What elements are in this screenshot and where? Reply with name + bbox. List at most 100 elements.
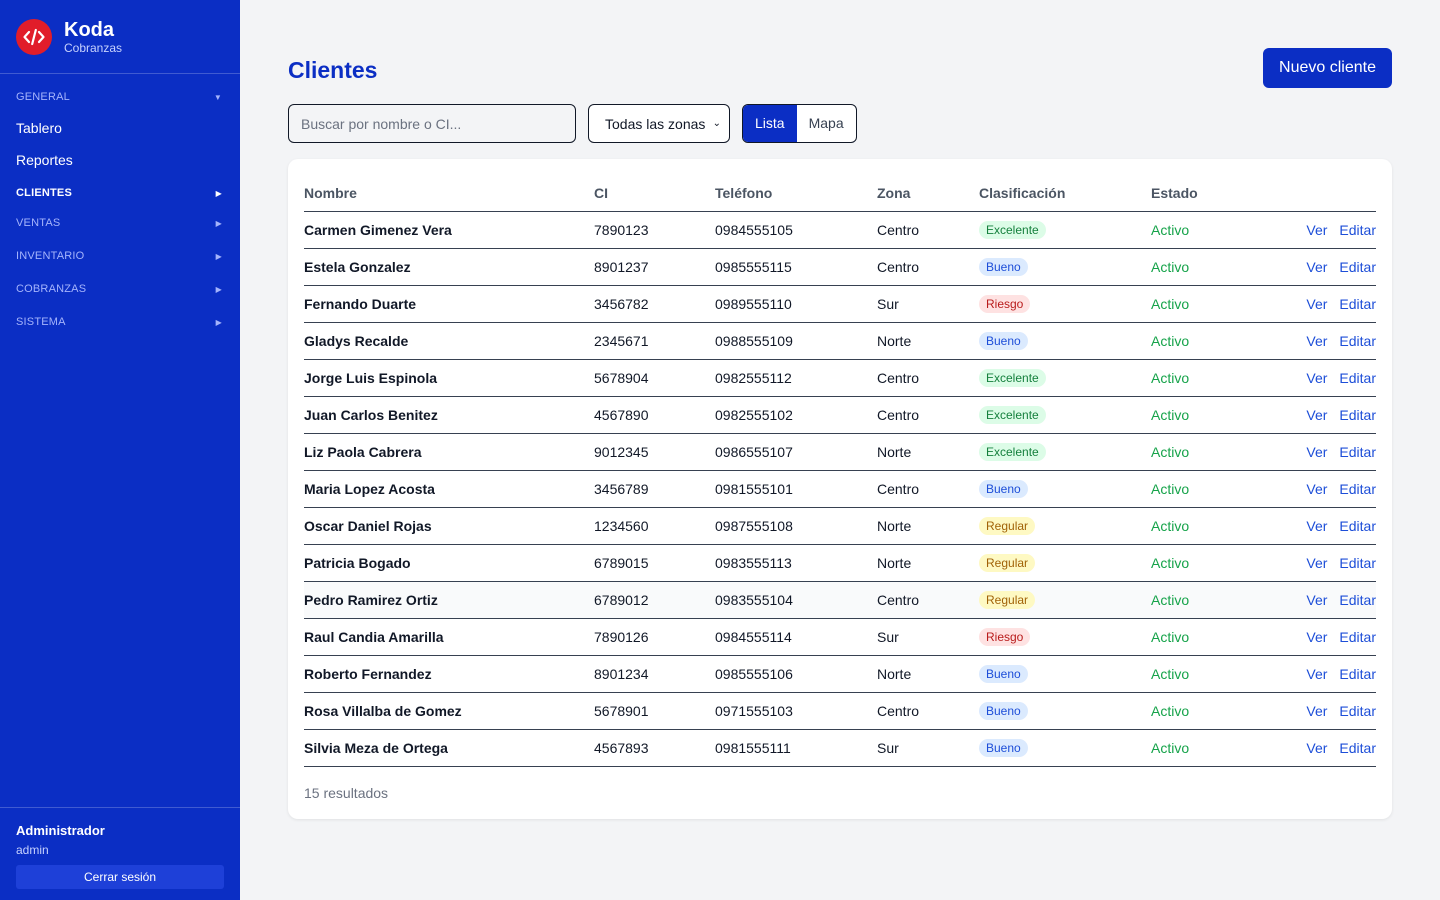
view-link[interactable]: Ver [1306,332,1328,349]
edit-link[interactable]: Editar [1339,517,1376,534]
cell-clasificacion: Riesgo [979,618,1151,656]
cell-acciones: Ver Editar [1276,729,1376,767]
table-row[interactable]: Silvia Meza de Ortega 4567893 0981555111 Su… [304,729,1376,767]
cell-ci: 6789015 [594,544,715,582]
view-link[interactable]: Ver [1306,665,1328,682]
cell-estado: Activo [1151,655,1276,693]
cell-estado: Activo [1151,544,1276,582]
edit-link[interactable]: Editar [1339,406,1376,423]
cell-estado: Activo [1151,211,1276,249]
table-row[interactable]: Carmen Gimenez Vera 7890123 0984555105 Cent… [304,211,1376,249]
edit-link[interactable]: Editar [1339,258,1376,275]
cell-clasificacion: Riesgo [979,285,1151,323]
cell-ci: 6789012 [594,581,715,619]
logout-button[interactable]: Cerrar sesión [16,865,224,889]
table-row[interactable]: Patricia Bogado 6789015 0983555113 Norte Reg… [304,544,1376,582]
cell-clasificacion: Regular [979,507,1151,545]
cell-estado: Activo [1151,248,1276,286]
cell-clasificacion: Bueno [979,655,1151,693]
nav-section-inventario[interactable]: INVENTARIO ▶ [0,245,240,267]
cell-ci: 5678904 [594,359,715,397]
table-row[interactable]: Oscar Daniel Rojas 1234560 0987555108 Norte… [304,507,1376,545]
view-link[interactable]: Ver [1306,443,1328,460]
table-row[interactable]: Estela Gonzalez 8901237 0985555115 Centro Bu… [304,248,1376,286]
sidebar-item-tablero[interactable]: Tablero [16,120,62,136]
column-header-clasificacion[interactable]: Clasificación [979,175,1151,212]
edit-link[interactable]: Editar [1339,628,1376,645]
view-link[interactable]: Ver [1306,221,1328,238]
cell-estado: Activo [1151,581,1276,619]
edit-link[interactable]: Editar [1339,369,1376,386]
search-input[interactable] [288,104,576,143]
cell-acciones: Ver Editar [1276,396,1376,434]
cell-nombre: Estela Gonzalez [304,248,594,286]
view-link[interactable]: Ver [1306,628,1328,645]
nav-section-cobranzas[interactable]: COBRANZAS ▶ [0,278,240,300]
edit-link[interactable]: Editar [1339,443,1376,460]
table-row[interactable]: Raul Candia Amarilla 7890126 0984555114 Sur… [304,618,1376,656]
view-link[interactable]: Ver [1306,406,1328,423]
view-link[interactable]: Ver [1306,480,1328,497]
edit-link[interactable]: Editar [1339,665,1376,682]
edit-link[interactable]: Editar [1339,702,1376,719]
cell-nombre: Juan Carlos Benitez [304,396,594,434]
cell-nombre: Raul Candia Amarilla [304,618,594,656]
table-row[interactable]: Liz Paola Cabrera 9012345 0986555107 Norte E… [304,433,1376,471]
cell-clasificacion: Bueno [979,322,1151,360]
edit-link[interactable]: Editar [1339,221,1376,238]
nav-section-ventas[interactable]: VENTAS ▶ [0,212,240,234]
chevron-down-icon: ▼ [213,92,222,102]
nav-section-label: SISTEMA [16,316,66,328]
table-row[interactable]: Pedro Ramirez Ortiz 6789012 0983555104 Cent… [304,581,1376,619]
table-row[interactable]: Roberto Fernandez 8901234 0985555106 Norte B… [304,655,1376,693]
table-row[interactable]: Rosa Villalba de Gomez 5678901 0971555103 C… [304,692,1376,730]
column-header-ci[interactable]: CI [594,175,715,212]
edit-link[interactable]: Editar [1339,295,1376,312]
cell-telefono: 0982555102 [715,396,877,434]
table-row[interactable]: Jorge Luis Espinola 5678904 0982555112 Cent… [304,359,1376,397]
edit-link[interactable]: Editar [1339,554,1376,571]
view-list-button[interactable]: Lista [743,105,797,142]
view-link[interactable]: Ver [1306,295,1328,312]
cell-acciones: Ver Editar [1276,618,1376,656]
cell-telefono: 0984555114 [715,618,877,656]
nav-section-sistema[interactable]: SISTEMA ▶ [0,311,240,333]
view-link[interactable]: Ver [1306,517,1328,534]
cell-telefono: 0987555108 [715,507,877,545]
cell-ci: 1234560 [594,507,715,545]
table-body: Carmen Gimenez Vera 7890123 0984555105 Cent… [304,211,1376,767]
cell-telefono: 0982555112 [715,359,877,397]
column-header-zona[interactable]: Zona [877,175,979,212]
view-map-button[interactable]: Mapa [808,115,844,131]
view-link[interactable]: Ver [1306,258,1328,275]
chevron-right-icon: ▶ [215,317,222,327]
classification-badge: Excelente [979,442,1046,461]
zone-select[interactable]: Todas las zonas ⌄ [588,104,730,143]
edit-link[interactable]: Editar [1339,332,1376,349]
view-link[interactable]: Ver [1306,591,1328,608]
table-row[interactable]: Fernando Duarte 3456782 0989555110 Sur Riesg… [304,285,1376,323]
cell-nombre: Roberto Fernandez [304,655,594,693]
brand[interactable]: Koda Cobranzas [0,0,240,74]
sidebar-item-reportes[interactable]: Reportes [16,152,73,168]
new-client-button[interactable]: Nuevo cliente [1263,48,1392,88]
view-link[interactable]: Ver [1306,739,1328,756]
column-header-telefono[interactable]: Teléfono [715,175,877,212]
nav-section-clientes[interactable]: CLIENTES ▶ [0,182,240,204]
edit-link[interactable]: Editar [1339,591,1376,608]
edit-link[interactable]: Editar [1339,480,1376,497]
cell-estado: Activo [1151,692,1276,730]
column-header-estado[interactable]: Estado [1151,175,1276,212]
view-link[interactable]: Ver [1306,554,1328,571]
nav-section-general[interactable]: GENERAL ▼ [0,86,240,108]
view-link[interactable]: Ver [1306,702,1328,719]
cell-clasificacion: Regular [979,544,1151,582]
column-header-nombre[interactable]: Nombre [304,175,594,212]
cell-ci: 5678901 [594,692,715,730]
table-row[interactable]: Maria Lopez Acosta 3456789 0981555101 Centr… [304,470,1376,508]
table-row[interactable]: Gladys Recalde 2345671 0988555109 Norte Buen… [304,322,1376,360]
view-link[interactable]: Ver [1306,369,1328,386]
filter-toolbar: Todas las zonas ⌄ Lista Mapa [288,104,1392,143]
table-row[interactable]: Juan Carlos Benitez 4567890 0982555102 Cent… [304,396,1376,434]
edit-link[interactable]: Editar [1339,739,1376,756]
